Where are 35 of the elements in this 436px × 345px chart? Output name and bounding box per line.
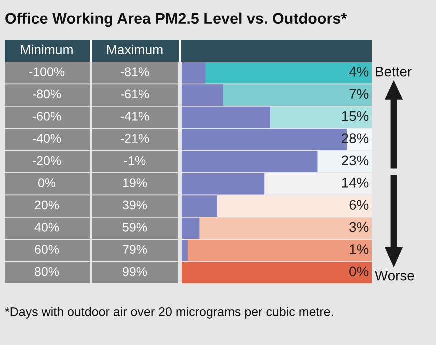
text: Better <box>376 67 412 77</box>
data-label: 0% <box>350 266 369 277</box>
y2-tick-label: 99% <box>123 267 148 276</box>
data-label: 3% <box>350 222 369 232</box>
data-label: 15% <box>342 111 369 122</box>
data-label: 6% <box>350 200 369 210</box>
y2-tick-label: -21% <box>120 134 150 144</box>
chart-title: Office Working Area PM2.5 Level vs. Outdoors* <box>6 12 348 28</box>
y2-tick-label: -1% <box>124 156 146 166</box>
y-tick-label: 40% <box>34 223 60 232</box>
y-tick-label: 60% <box>35 245 60 254</box>
data-label: 4% <box>349 67 369 77</box>
y2-tick-label: -81% <box>120 68 150 76</box>
y-tick-label: 80% <box>35 267 60 276</box>
data-label: 1% <box>350 244 369 254</box>
text: Worse <box>375 271 414 281</box>
y-tick-label: -80% <box>32 90 62 99</box>
text: Maximum <box>107 44 163 55</box>
text: Minimum <box>21 44 73 55</box>
y2-tick-label: 39% <box>122 200 148 210</box>
y2-tick-label: 79% <box>123 245 148 254</box>
y2-tick-label: -41% <box>120 112 150 121</box>
y2-tick-label: -61% <box>120 90 150 99</box>
y-tick-label: 0% <box>38 178 56 188</box>
y-tick-label: -40% <box>32 134 62 144</box>
y-tick-label: -100% <box>29 68 65 76</box>
y2-tick-label: 19% <box>123 178 148 188</box>
data-label: 14% <box>342 178 369 188</box>
y-tick-label: -60% <box>32 112 62 121</box>
text: *Days with outdoor air over 20 micrograms per cubic metre. <box>5 307 334 319</box>
y2-tick-label: 59% <box>122 223 148 232</box>
data-label: 7% <box>350 89 369 99</box>
data-label: 23% <box>342 156 369 166</box>
y-tick-label: 20% <box>35 200 60 210</box>
y-tick-label: -20% <box>32 156 62 166</box>
